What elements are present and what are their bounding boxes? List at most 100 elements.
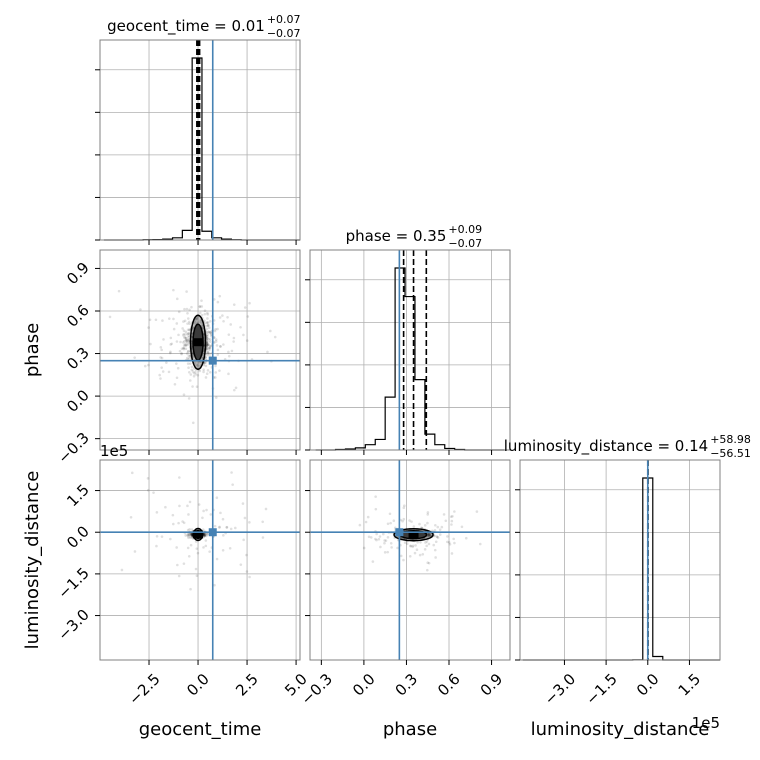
sample-point (177, 310, 181, 314)
sample-point (226, 315, 229, 319)
sample-point (366, 515, 370, 519)
sample-point (206, 324, 209, 327)
sample-point (427, 561, 431, 565)
sample-point (175, 340, 179, 343)
sample-point (440, 525, 444, 529)
sample-point (225, 525, 229, 529)
title-text: phase = 0.35 (346, 227, 447, 245)
sample-point (183, 307, 186, 311)
sample-point (401, 519, 404, 523)
sample-point (187, 334, 190, 337)
sample-point (425, 540, 429, 543)
sample-point (449, 515, 453, 519)
sample-point (182, 344, 186, 347)
y-tick-label: −3.0 (54, 606, 92, 644)
sample-point (219, 511, 222, 515)
sample-point (206, 344, 209, 347)
sample-point (405, 542, 409, 546)
sample-point (183, 343, 187, 346)
sample-point (215, 557, 219, 561)
sample-point (426, 521, 429, 525)
sample-point (207, 330, 210, 334)
sample-point (214, 396, 218, 399)
sample-point (433, 529, 437, 532)
sample-point (218, 294, 222, 298)
sample-point (418, 522, 421, 526)
x-axis-label-luminosity_distance: luminosity_distance (531, 719, 710, 740)
sample-point (409, 544, 412, 548)
sample-point (205, 342, 209, 345)
sample-point (426, 568, 429, 572)
sample-point (187, 343, 190, 346)
sample-point (205, 372, 209, 376)
sample-point (230, 471, 233, 474)
sample-point (227, 354, 231, 358)
sample-point (173, 382, 177, 386)
sample-point (442, 513, 446, 516)
sample-point (186, 533, 190, 536)
sample-point (183, 319, 187, 323)
sample-point (190, 533, 194, 537)
sample-point (196, 364, 199, 367)
sample-point (379, 545, 382, 549)
sample-point (218, 525, 221, 529)
sample-point (194, 370, 197, 374)
sample-point (200, 313, 204, 317)
sample-point (185, 343, 189, 347)
sample-point (432, 543, 436, 547)
sample-point (188, 533, 192, 537)
sample-point (204, 376, 208, 379)
sample-point (159, 377, 162, 380)
sample-point (273, 335, 277, 339)
sample-point (225, 526, 229, 529)
sample-point (248, 301, 251, 305)
x-tick-label: −1.5 (582, 670, 620, 708)
sample-point (434, 540, 438, 544)
sample-point (146, 488, 150, 492)
sample-point (427, 534, 430, 537)
sample-point (201, 516, 204, 520)
histogram-luminosity_distance (522, 477, 720, 661)
sample-point (200, 324, 204, 328)
sample-point (408, 519, 411, 522)
sample-point (187, 354, 191, 357)
sample-point (207, 343, 210, 346)
sample-point (208, 331, 212, 334)
sample-point (177, 333, 180, 337)
sample-point (374, 507, 378, 511)
sample-point (209, 513, 213, 516)
sample-point (415, 548, 419, 551)
scatter-geocent_time-phase (100, 250, 300, 450)
sample-point (129, 516, 133, 519)
sample-point (178, 349, 182, 353)
sample-point (186, 332, 189, 336)
sample-point (205, 534, 208, 538)
sample-point (231, 483, 234, 486)
sample-point (181, 327, 184, 330)
sample-point (194, 567, 198, 571)
panel-grid (520, 460, 720, 660)
sample-point (213, 524, 217, 528)
sample-point (215, 496, 219, 499)
sample-point (133, 550, 137, 553)
sample-point (213, 376, 217, 379)
sample-point (413, 551, 417, 555)
sample-point (205, 347, 209, 350)
panel-grid (100, 460, 300, 660)
sample-point (438, 533, 442, 536)
sample-point (428, 532, 431, 536)
sample-point (213, 583, 216, 587)
sample-point (198, 311, 202, 315)
sample-point (190, 535, 194, 539)
sample-point (208, 346, 211, 350)
sample-point (200, 321, 203, 325)
sample-point (165, 361, 168, 364)
sample-point (175, 297, 179, 301)
sample-point (197, 361, 201, 364)
sample-point (434, 556, 437, 559)
sample-point (383, 539, 386, 542)
sample-point (427, 534, 430, 538)
sample-point (202, 368, 205, 372)
sample-point (188, 308, 191, 312)
